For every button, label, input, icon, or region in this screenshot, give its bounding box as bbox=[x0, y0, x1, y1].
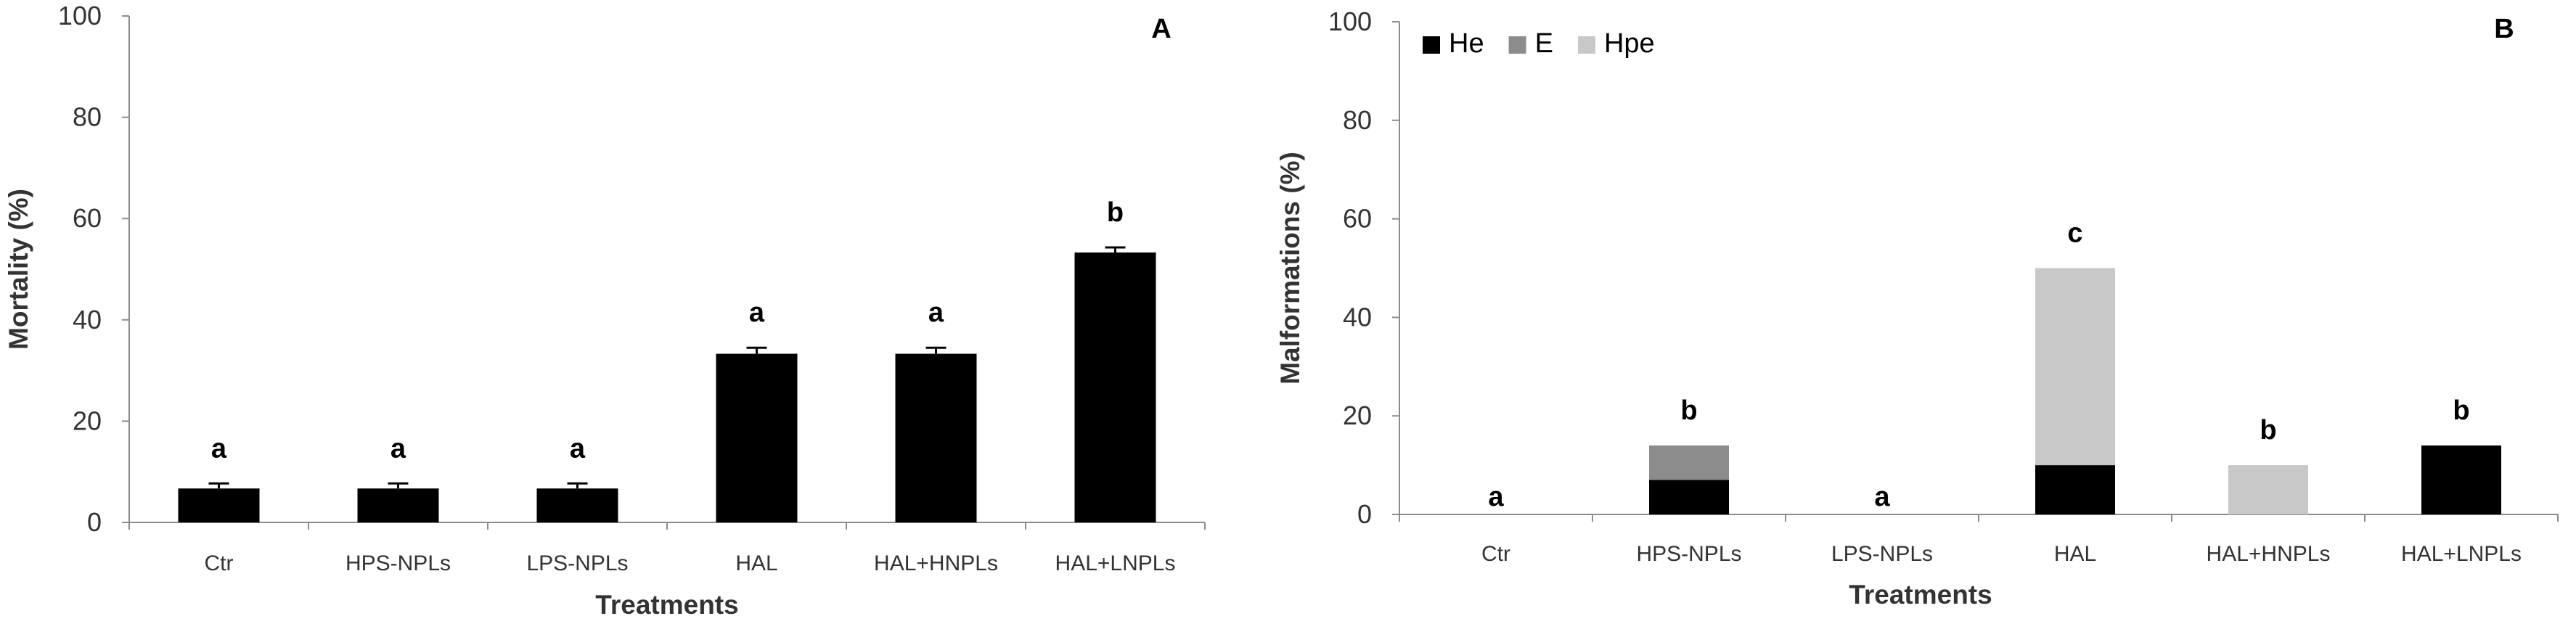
charta-significance-label: a bbox=[570, 433, 586, 464]
charta-category-label: LPS-NPLs bbox=[526, 551, 628, 575]
charta-bar bbox=[716, 353, 798, 522]
chartb-significance-label: b bbox=[1680, 395, 1697, 426]
charta-significance-label: a bbox=[749, 297, 765, 328]
chartb-bar-segment-he bbox=[2035, 465, 2115, 514]
chartb-category-label: LPS-NPLs bbox=[1831, 542, 1933, 566]
chartb-x-axis-title: Treatments bbox=[1849, 580, 1992, 609]
chartb-significance-label: b bbox=[2260, 415, 2276, 446]
chartb-y-tick-label: 60 bbox=[1343, 204, 1372, 234]
charta-y-tick-label: 80 bbox=[73, 102, 102, 132]
charta-y-tick-label: 0 bbox=[87, 507, 102, 537]
chartb-y-axis-title: Malformations (%) bbox=[1275, 152, 1305, 385]
chartb-y-tick-label: 40 bbox=[1343, 302, 1372, 332]
charta-bar bbox=[536, 488, 618, 522]
charta-x-axis-title: Treatments bbox=[595, 590, 738, 620]
chartb-significance-label: c bbox=[2067, 218, 2082, 249]
charta-bar bbox=[357, 488, 439, 522]
chartb-significance-label: a bbox=[1488, 482, 1504, 512]
charta-bar bbox=[178, 488, 260, 522]
chartb-category-label: HAL bbox=[2054, 542, 2096, 566]
charta-y-tick-label: 20 bbox=[73, 406, 102, 435]
chartb-category-label: Ctr bbox=[1481, 542, 1510, 566]
chartb-legend-label-he: He bbox=[1449, 28, 1484, 59]
chartb-bar-segment-hpe bbox=[2228, 465, 2308, 514]
charta-category-label: HAL bbox=[735, 551, 777, 575]
charta-significance-label: a bbox=[211, 433, 227, 464]
chartb-bar-segment-hpe bbox=[2035, 268, 2115, 466]
charta-significance-label: a bbox=[391, 433, 406, 464]
chartb-legend-swatch-he bbox=[1423, 36, 1440, 54]
chartb-bar-segment-he bbox=[2421, 445, 2501, 514]
chartb-legend-swatch-hpe bbox=[1577, 36, 1595, 54]
charta-y-axis-title: Mortality (%) bbox=[4, 189, 33, 350]
charta-y-tick-label: 40 bbox=[73, 305, 102, 334]
chartb-y-tick-label: 0 bbox=[1357, 499, 1372, 529]
chartb-y-tick-label: 100 bbox=[1328, 7, 1372, 36]
charta-significance-label: b bbox=[1107, 197, 1124, 228]
chartb-panel-label: B bbox=[2494, 14, 2514, 44]
chartb-y-tick-label: 80 bbox=[1343, 105, 1372, 135]
charta-bar bbox=[1074, 252, 1156, 522]
charta-y-tick-label: 100 bbox=[58, 1, 102, 30]
charta-category-label: Ctr bbox=[205, 551, 234, 575]
charta-significance-label: a bbox=[928, 297, 944, 328]
chartb-significance-label: a bbox=[1874, 482, 1890, 512]
chartb-category-label: HPS-NPLs bbox=[1636, 542, 1741, 566]
chartb-legend-label-e: E bbox=[1535, 28, 1553, 59]
chartb-category-label: HAL+LNPLs bbox=[2401, 542, 2522, 566]
chartb-bar-segment-he bbox=[1649, 480, 1729, 514]
chartb-y-tick-label: 20 bbox=[1343, 401, 1372, 430]
charta-category-label: HAL+HNPLs bbox=[874, 551, 998, 575]
chartb-category-label: HAL+HNPLs bbox=[2207, 542, 2331, 566]
chartb-legend-label-hpe: Hpe bbox=[1604, 28, 1655, 59]
charta-y-tick-label: 60 bbox=[73, 203, 102, 233]
chartb-legend-swatch-e bbox=[1508, 36, 1526, 54]
charta-category-label: HPS-NPLs bbox=[345, 551, 451, 575]
chartb-bar-segment-e bbox=[1649, 445, 1729, 480]
chartb-significance-label: b bbox=[2453, 395, 2469, 426]
charta-panel-label: A bbox=[1151, 14, 1171, 44]
charta-category-label: HAL+LNPLs bbox=[1055, 551, 1176, 575]
charta-bar bbox=[895, 353, 977, 522]
